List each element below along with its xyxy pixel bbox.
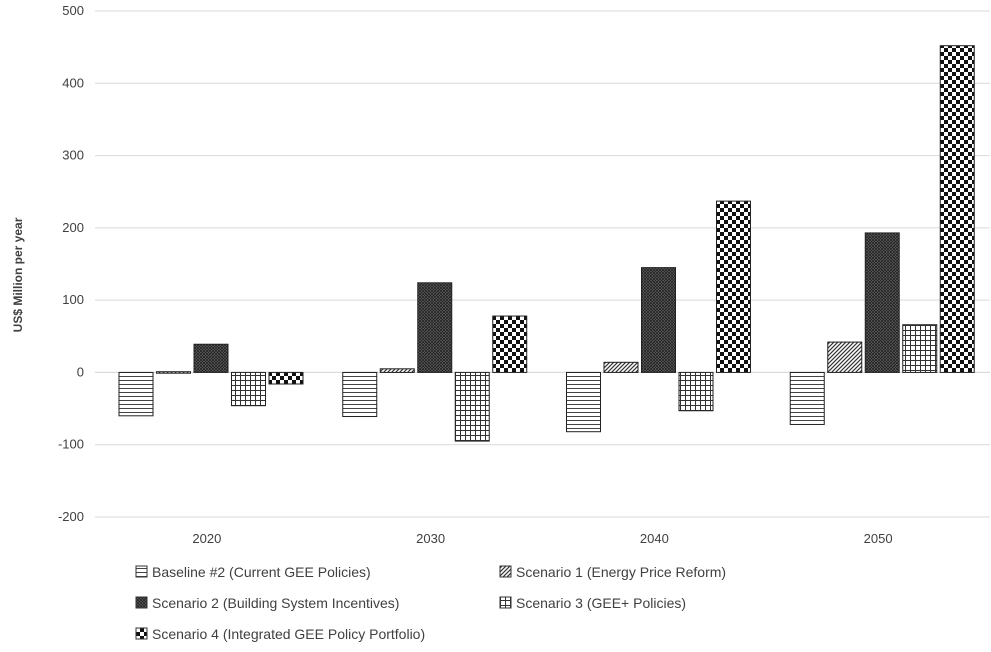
legend-label: Baseline #2 (Current GEE Policies) (152, 564, 371, 580)
legend-swatch (135, 565, 148, 578)
bar-baseline-2030 (342, 371, 378, 418)
y-tick-label: 400 (62, 75, 84, 90)
bar-scenario-2-2040 (641, 267, 676, 373)
x-tick-label: 2020 (192, 531, 221, 546)
legend-swatch (499, 565, 512, 578)
x-tick-label: 2030 (416, 531, 445, 546)
bar-scenario-2-2020 (193, 343, 229, 373)
bars (118, 45, 975, 442)
y-axis-ticks: -200 -100 0 100 200 300 400 500 (58, 3, 84, 524)
bar-baseline-2020 (118, 371, 154, 417)
bar-scenario-1-2030 (379, 368, 415, 373)
bar-scenario-1-2050 (827, 341, 863, 373)
bar-scenario-2-2050 (864, 232, 900, 373)
y-tick-label: 100 (62, 292, 84, 307)
bar-scenario-3-2020 (231, 371, 266, 407)
gridlines (95, 10, 990, 518)
legend-label: Scenario 1 (Energy Price Reform) (516, 564, 726, 580)
y-tick-label: 500 (62, 3, 84, 18)
y-tick-label: 300 (62, 148, 84, 163)
bar-scenario-2-2030 (417, 282, 453, 373)
legend-swatch (135, 596, 148, 609)
y-tick-label: -100 (58, 437, 84, 452)
x-tick-label: 2050 (864, 531, 893, 546)
x-tick-label: 2040 (640, 531, 669, 546)
bar-baseline-2050 (789, 371, 825, 425)
legend-label: Scenario 4 (Integrated GEE Policy Portfo… (152, 626, 425, 642)
x-axis-ticks: 2020 2030 2040 2050 (192, 531, 892, 546)
y-tick-label: -200 (58, 509, 84, 524)
bar-scenario-1-2020 (156, 371, 191, 374)
bar-scenario-1-2040 (603, 361, 639, 373)
y-axis-label: US$ Million per year (11, 217, 25, 332)
legend: Baseline #2 (Current GEE Policies) Scenar… (135, 564, 726, 642)
bar-scenario-4-2030 (492, 315, 528, 373)
legend-label: Scenario 2 (Building System Incentives) (152, 595, 399, 611)
bar-baseline-2040 (566, 371, 601, 433)
y-tick-label: 0 (77, 364, 84, 379)
bar-scenario-4-2050 (939, 45, 975, 373)
bar-scenario-3-2030 (454, 371, 490, 442)
y-tick-label: 200 (62, 220, 84, 235)
bar-scenario-3-2050 (902, 324, 938, 373)
legend-swatch (499, 596, 512, 609)
bar-scenario-3-2040 (678, 371, 714, 412)
bar-scenario-4-2020 (268, 371, 304, 385)
legend-label: Scenario 3 (GEE+ Policies) (516, 595, 686, 611)
bar-scenario-4-2040 (716, 200, 751, 373)
legend-swatch (135, 627, 148, 640)
